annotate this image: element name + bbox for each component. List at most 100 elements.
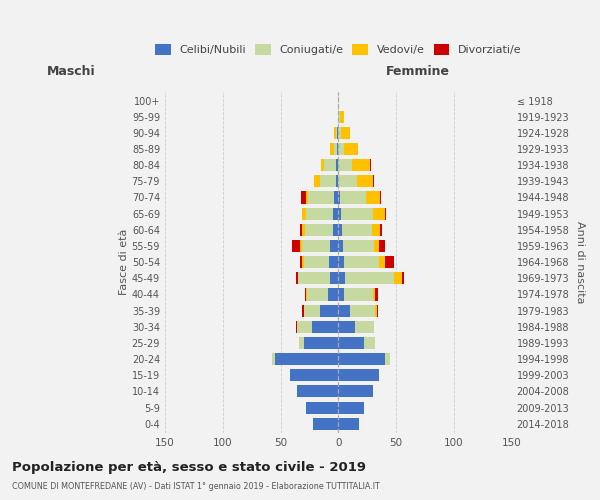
Bar [376, 304, 377, 316]
Bar [345, 272, 394, 284]
Bar [300, 240, 302, 252]
Bar [305, 288, 306, 300]
Bar [394, 272, 402, 284]
Bar [338, 288, 344, 300]
Bar [321, 159, 325, 171]
Bar [298, 272, 330, 284]
Bar [336, 176, 338, 188]
Bar [300, 224, 302, 236]
Bar [344, 143, 358, 155]
Bar [379, 240, 385, 252]
Bar [305, 224, 332, 236]
Text: Femmine: Femmine [386, 65, 450, 78]
Bar [385, 208, 386, 220]
Bar [374, 240, 379, 252]
Bar [370, 159, 371, 171]
Bar [338, 272, 345, 284]
Bar [328, 288, 338, 300]
Bar [306, 192, 308, 203]
Bar [380, 224, 382, 236]
Bar [302, 208, 306, 220]
Bar [297, 320, 312, 333]
Bar [292, 240, 300, 252]
Bar [366, 192, 380, 203]
Bar [334, 127, 336, 139]
Y-axis label: Fasce di età: Fasce di età [119, 229, 129, 296]
Bar [373, 176, 374, 188]
Y-axis label: Anni di nascita: Anni di nascita [575, 221, 585, 304]
Bar [306, 402, 338, 413]
Bar [325, 159, 336, 171]
Bar [338, 369, 379, 382]
Bar [338, 256, 344, 268]
Bar [338, 224, 342, 236]
Bar [372, 224, 380, 236]
Bar [272, 353, 275, 365]
Bar [343, 240, 374, 252]
Bar [332, 224, 338, 236]
Bar [338, 143, 344, 155]
Bar [338, 192, 340, 203]
Bar [302, 256, 304, 268]
Bar [340, 110, 344, 122]
Bar [338, 176, 357, 188]
Bar [300, 256, 302, 268]
Bar [306, 288, 307, 300]
Bar [296, 320, 297, 333]
Bar [373, 208, 385, 220]
Bar [296, 272, 298, 284]
Bar [304, 337, 338, 349]
Bar [338, 240, 343, 252]
Bar [338, 386, 373, 398]
Bar [364, 337, 376, 349]
Bar [342, 224, 372, 236]
Bar [352, 159, 370, 171]
Bar [373, 288, 376, 300]
Bar [338, 208, 341, 220]
Bar [330, 143, 334, 155]
Bar [338, 304, 350, 316]
Bar [380, 192, 381, 203]
Bar [312, 320, 338, 333]
Bar [336, 127, 337, 139]
Bar [334, 192, 338, 203]
Bar [340, 192, 366, 203]
Bar [334, 143, 337, 155]
Bar [357, 176, 373, 188]
Bar [350, 304, 376, 316]
Bar [336, 159, 338, 171]
Bar [301, 192, 306, 203]
Bar [307, 288, 328, 300]
Bar [297, 386, 338, 398]
Bar [320, 176, 336, 188]
Bar [304, 256, 329, 268]
Bar [337, 127, 338, 139]
Bar [402, 272, 404, 284]
Bar [355, 320, 374, 333]
Bar [306, 208, 332, 220]
Text: COMUNE DI MONTEFREDANE (AV) - Dati ISTAT 1° gennaio 2019 - Elaborazione TUTTITAL: COMUNE DI MONTEFREDANE (AV) - Dati ISTAT… [12, 482, 380, 491]
Bar [275, 353, 338, 365]
Bar [330, 240, 338, 252]
Legend: Celibi/Nubili, Coniugati/e, Vedovi/e, Divorziati/e: Celibi/Nubili, Coniugati/e, Vedovi/e, Di… [155, 44, 521, 56]
Bar [338, 127, 341, 139]
Bar [302, 304, 304, 316]
Bar [344, 288, 373, 300]
Bar [338, 402, 364, 413]
Bar [338, 337, 364, 349]
Bar [385, 256, 394, 268]
Text: Maschi: Maschi [47, 65, 95, 78]
Bar [320, 304, 338, 316]
Bar [302, 240, 330, 252]
Bar [338, 110, 340, 122]
Bar [338, 320, 355, 333]
Bar [338, 418, 359, 430]
Bar [329, 256, 338, 268]
Bar [344, 256, 379, 268]
Bar [379, 256, 385, 268]
Bar [304, 304, 320, 316]
Bar [332, 208, 338, 220]
Bar [299, 337, 304, 349]
Bar [290, 369, 338, 382]
Bar [308, 192, 334, 203]
